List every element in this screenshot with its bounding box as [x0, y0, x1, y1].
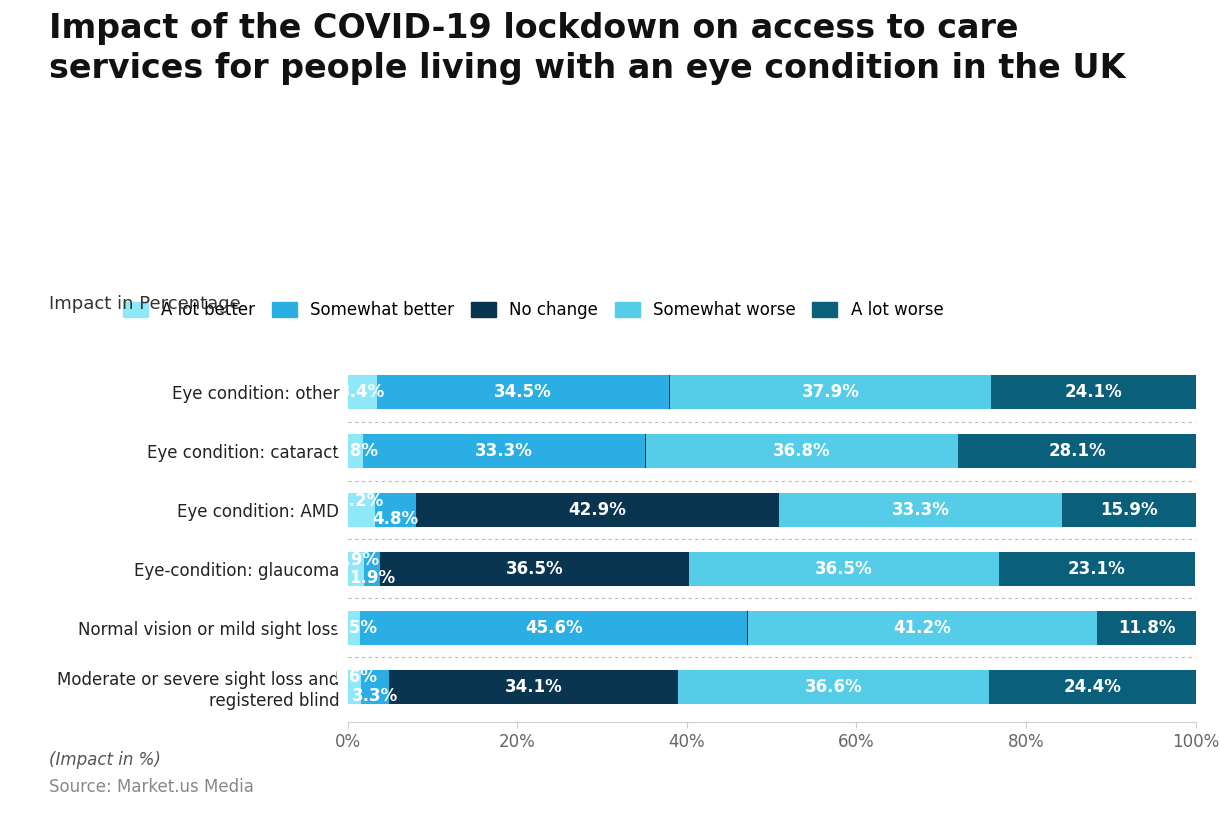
- Bar: [361, 670, 389, 704]
- Text: 15.9%: 15.9%: [1100, 501, 1158, 519]
- Text: 36.5%: 36.5%: [506, 560, 564, 578]
- Bar: [364, 434, 645, 468]
- Bar: [689, 552, 999, 586]
- Text: 3.2%: 3.2%: [338, 491, 384, 510]
- Text: 1.8%: 1.8%: [332, 442, 378, 460]
- Bar: [364, 552, 379, 586]
- Text: 45.6%: 45.6%: [525, 619, 583, 637]
- Legend: A lot better, Somewhat better, No change, Somewhat worse, A lot worse: A lot better, Somewhat better, No change…: [123, 301, 943, 320]
- Bar: [780, 493, 1061, 527]
- Text: 11.8%: 11.8%: [1119, 619, 1176, 637]
- Bar: [348, 493, 375, 527]
- Bar: [988, 670, 1196, 704]
- Text: (Impact in %): (Impact in %): [49, 751, 161, 769]
- Text: 34.5%: 34.5%: [494, 383, 551, 401]
- Text: 36.6%: 36.6%: [805, 678, 863, 696]
- Text: 24.4%: 24.4%: [1063, 678, 1121, 696]
- Bar: [348, 375, 377, 409]
- Text: 1.5%: 1.5%: [331, 619, 377, 637]
- Bar: [999, 552, 1194, 586]
- Text: 34.1%: 34.1%: [505, 678, 562, 696]
- Bar: [348, 611, 360, 645]
- Text: 36.8%: 36.8%: [773, 442, 831, 460]
- Bar: [748, 611, 1097, 645]
- Bar: [992, 375, 1196, 409]
- Bar: [647, 434, 958, 468]
- Text: 42.9%: 42.9%: [569, 501, 626, 519]
- Text: 1.9%: 1.9%: [349, 569, 395, 588]
- Bar: [379, 552, 689, 586]
- Text: 1.9%: 1.9%: [333, 550, 379, 569]
- Text: 36.5%: 36.5%: [815, 560, 874, 578]
- Bar: [348, 552, 364, 586]
- Text: 3.3%: 3.3%: [353, 687, 399, 706]
- Text: Source: Market.us Media: Source: Market.us Media: [49, 778, 254, 796]
- Bar: [1097, 611, 1197, 645]
- Bar: [348, 434, 364, 468]
- Text: 23.1%: 23.1%: [1068, 560, 1126, 578]
- Text: 33.3%: 33.3%: [892, 501, 949, 519]
- Text: Impact in Percentage: Impact in Percentage: [49, 295, 240, 313]
- Text: 28.1%: 28.1%: [1048, 442, 1107, 460]
- Text: 3.4%: 3.4%: [339, 383, 386, 401]
- Bar: [678, 670, 988, 704]
- Bar: [348, 670, 361, 704]
- Text: 37.9%: 37.9%: [802, 383, 860, 401]
- Bar: [670, 375, 992, 409]
- Bar: [416, 493, 780, 527]
- Bar: [375, 493, 416, 527]
- Bar: [1061, 493, 1197, 527]
- Bar: [377, 375, 669, 409]
- Text: 41.2%: 41.2%: [894, 619, 952, 637]
- Text: 4.8%: 4.8%: [372, 510, 418, 529]
- Text: Impact of the COVID-19 lockdown on access to care
services for people living wit: Impact of the COVID-19 lockdown on acces…: [49, 12, 1125, 85]
- Bar: [958, 434, 1197, 468]
- Text: 24.1%: 24.1%: [1065, 383, 1122, 401]
- Text: 33.3%: 33.3%: [476, 442, 533, 460]
- Bar: [389, 670, 678, 704]
- Text: 1.6%: 1.6%: [332, 668, 377, 686]
- Bar: [360, 611, 747, 645]
